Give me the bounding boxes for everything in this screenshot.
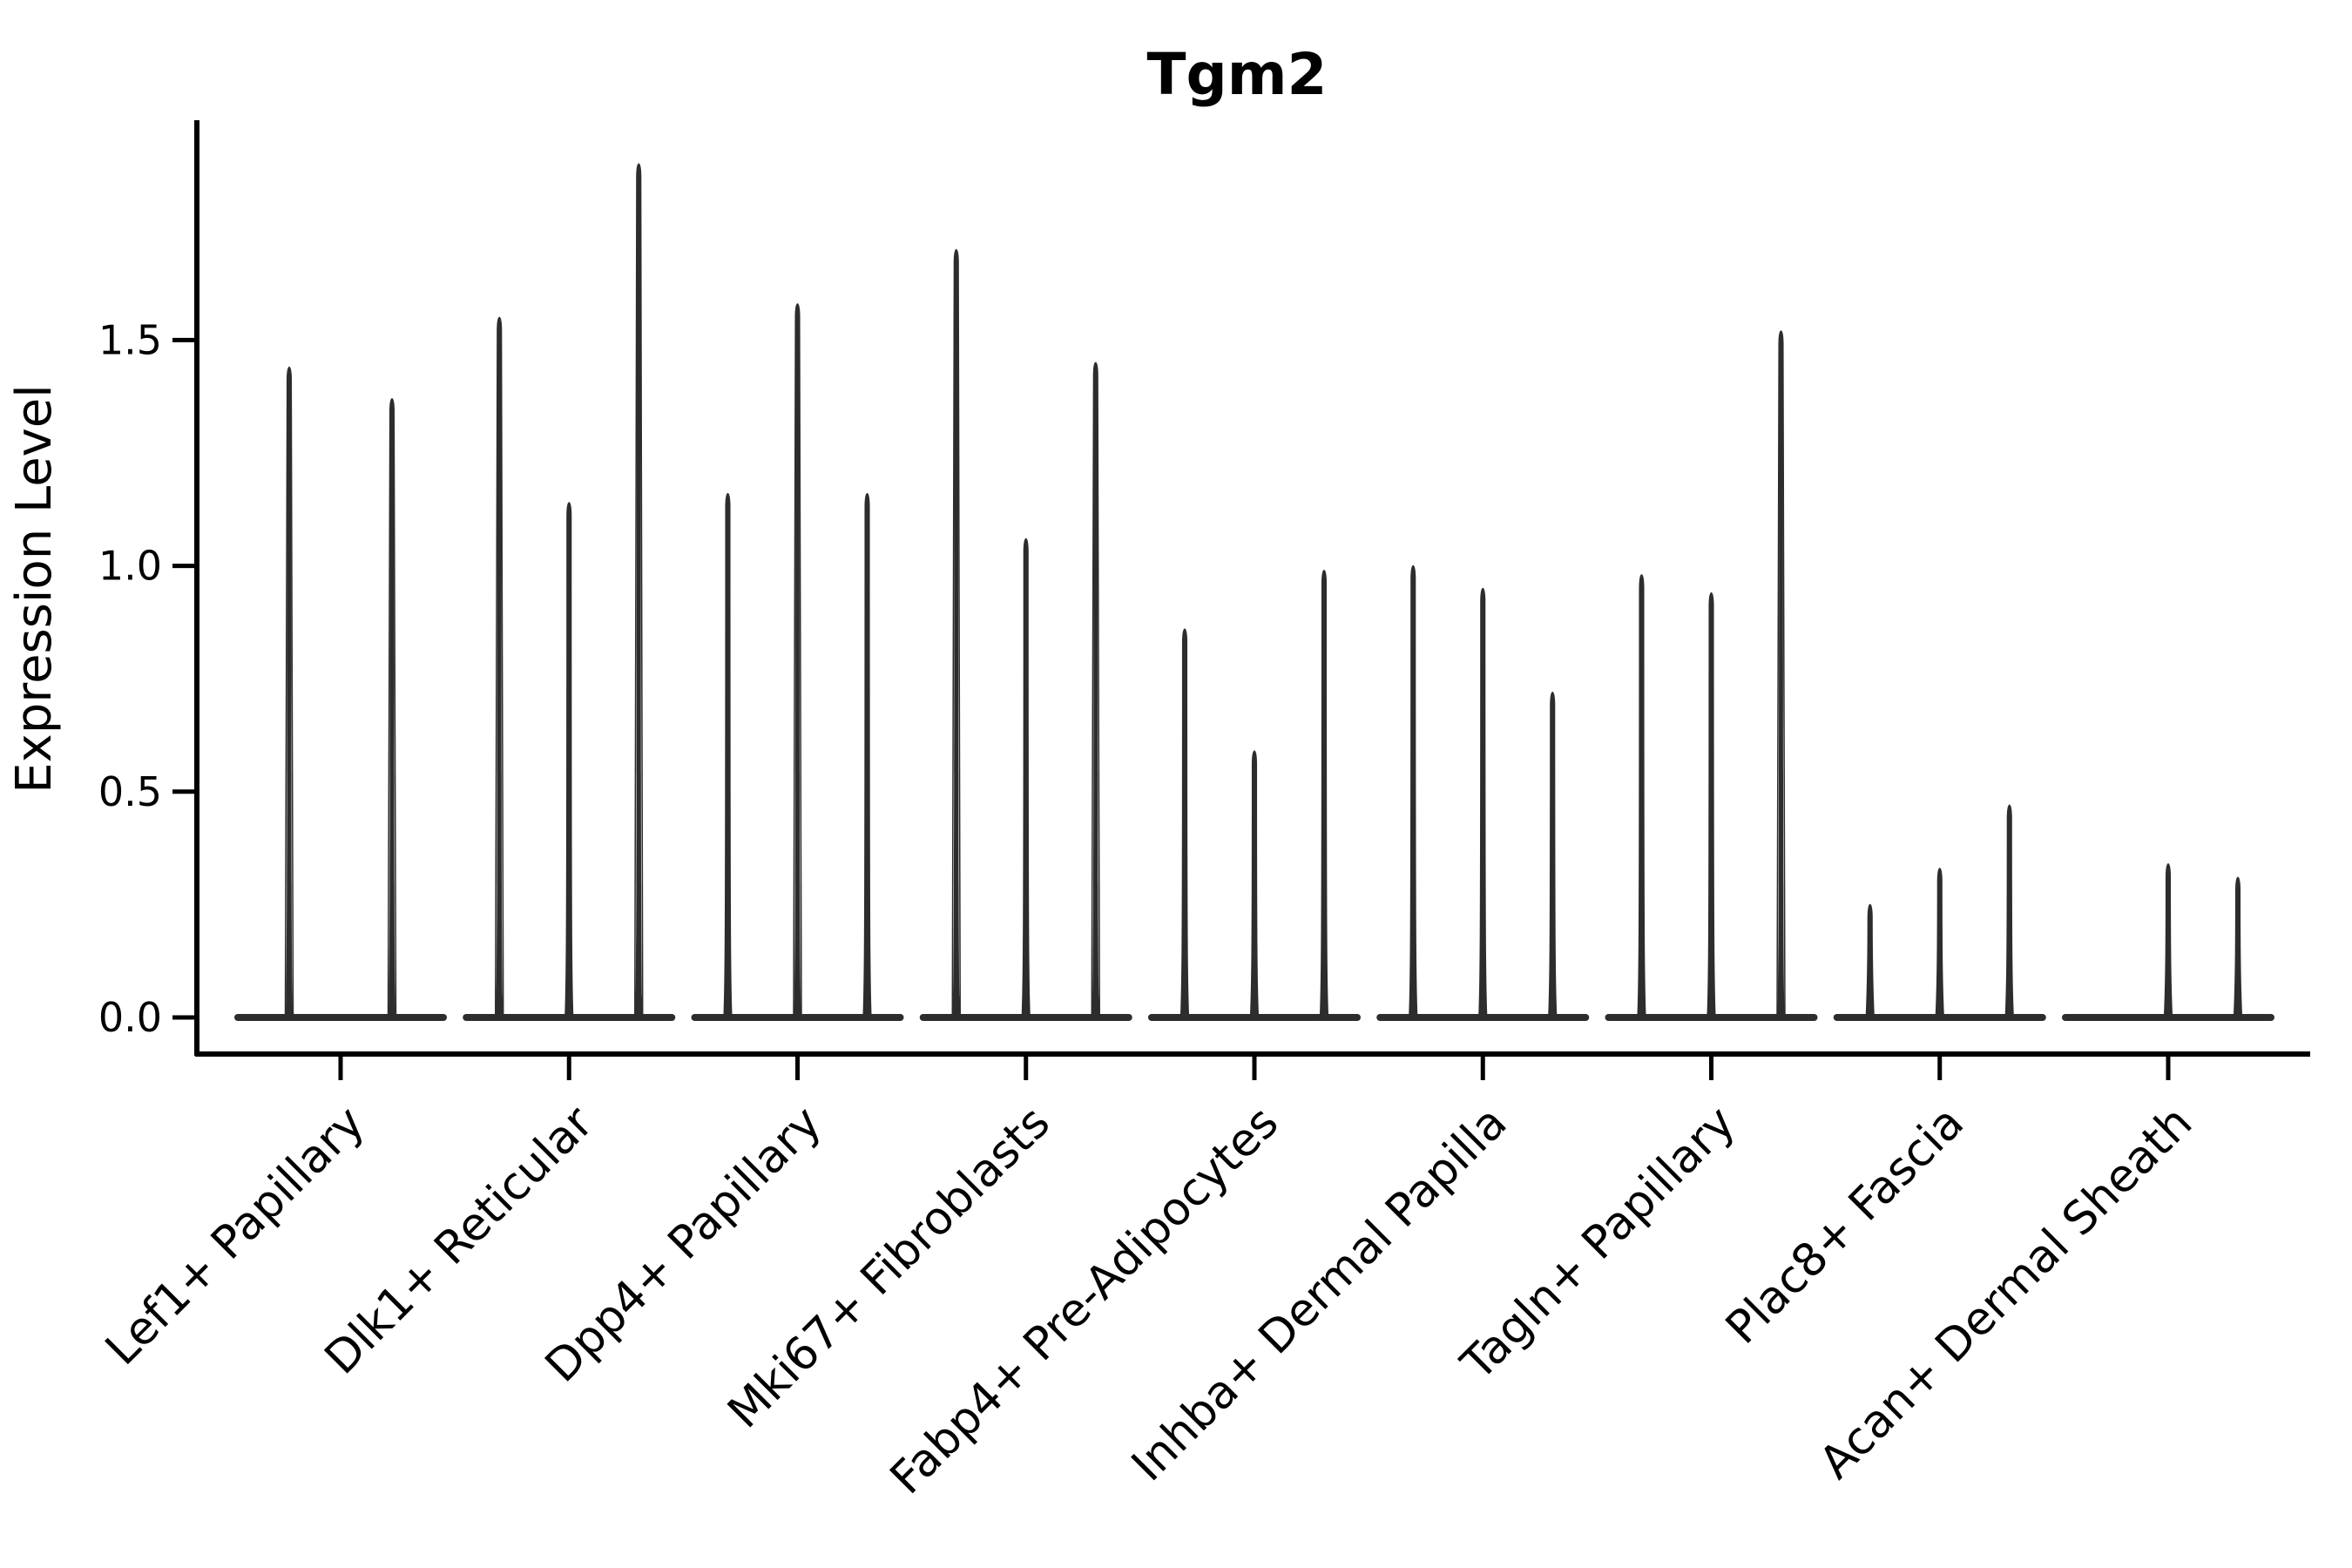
violin-shape xyxy=(1249,750,1260,1020)
y-tick-label: 1.5 xyxy=(98,316,162,363)
violin-shape xyxy=(793,303,802,1020)
violin-shape xyxy=(1707,591,1716,1020)
violin-shape xyxy=(633,163,644,1020)
chart-title: Tgm2 xyxy=(1147,41,1328,108)
y-tick-label: 1.0 xyxy=(98,543,162,590)
violin-shape xyxy=(1408,564,1418,1020)
violin-layer xyxy=(234,163,2274,1021)
violin-shape xyxy=(1935,868,1945,1020)
violin-shape xyxy=(284,366,294,1020)
violin-shape xyxy=(2004,804,2015,1020)
violin-shape xyxy=(951,248,962,1020)
violin-shape xyxy=(1319,569,1329,1020)
violin-shape xyxy=(387,397,397,1020)
violin-shape xyxy=(564,502,574,1020)
violin-shape xyxy=(1637,574,1646,1020)
violin-shape xyxy=(2163,862,2173,1020)
violin-shape xyxy=(1865,903,1876,1020)
violin-shape xyxy=(862,492,872,1020)
violin-shape xyxy=(723,492,733,1020)
violin-base xyxy=(234,1014,447,1021)
x-axis-label: Plac8+ Fascia xyxy=(1716,1097,1974,1355)
violin-shape xyxy=(1091,362,1101,1020)
y-axis-label: Expression Level xyxy=(6,384,63,794)
x-axis-label: Acan+ Dermal Sheath xyxy=(1810,1097,2203,1490)
violin-shape xyxy=(494,316,504,1020)
violin-shape xyxy=(1477,587,1488,1020)
violin-shape xyxy=(1179,628,1190,1020)
y-tick-label: 0.0 xyxy=(98,994,162,1041)
violin-shape xyxy=(1021,537,1031,1020)
violin-shape xyxy=(1547,691,1558,1020)
axes-layer xyxy=(172,120,2310,1080)
y-tick-label: 0.5 xyxy=(98,768,162,815)
violin-shape xyxy=(2233,876,2243,1020)
violin-shape xyxy=(1776,330,1786,1020)
x-axis-label: Inhba+ Dermal Papilla xyxy=(1122,1097,1517,1491)
x-axis-label: Fabp4+ Pre-Adipocytes xyxy=(881,1097,1288,1504)
